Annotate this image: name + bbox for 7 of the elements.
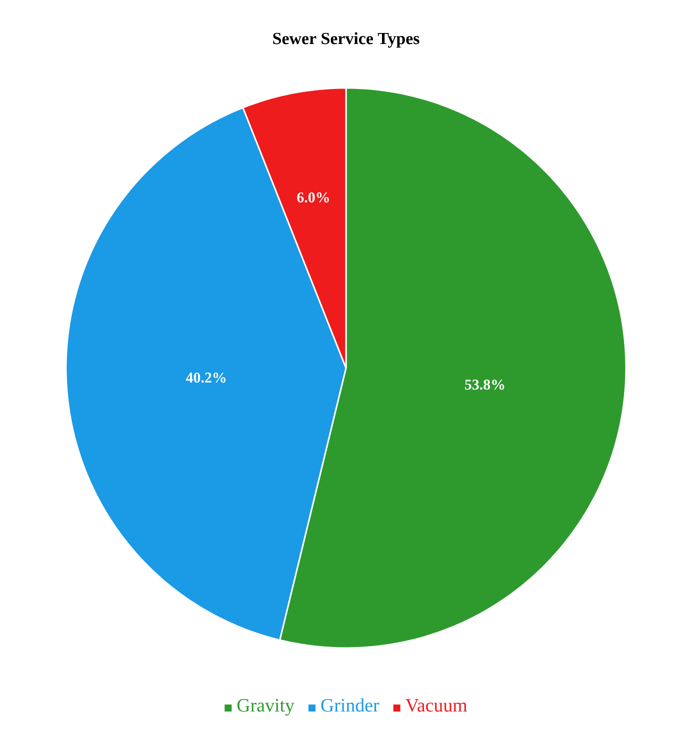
- data-label: 40.2%: [186, 372, 226, 383]
- legend-label: Grinder: [321, 698, 380, 712]
- legend-label: Gravity: [237, 698, 294, 716]
- chart-title: Sewer Service Types: [273, 32, 420, 48]
- data-label: 53.8%: [465, 380, 504, 390]
- legend-label: Vacuum: [406, 699, 468, 712]
- data-label: 6.0%: [297, 192, 329, 203]
